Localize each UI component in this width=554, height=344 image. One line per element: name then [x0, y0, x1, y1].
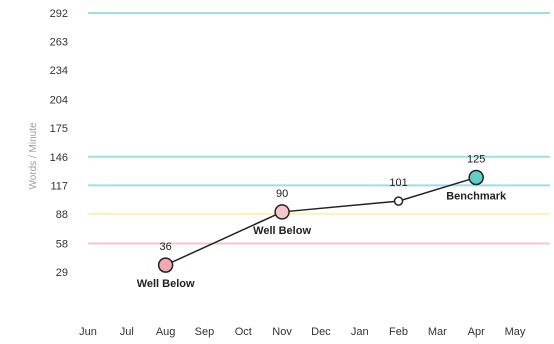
point-annotation: Benchmark	[446, 190, 507, 202]
x-tick-label: Apr	[468, 326, 485, 338]
x-tick-label: Nov	[272, 326, 292, 338]
x-tick-label: Sep	[195, 326, 215, 338]
series-line	[165, 176, 477, 266]
x-tick-label: Jan	[351, 326, 369, 338]
data-point	[468, 169, 484, 186]
data-label: 90	[276, 188, 288, 200]
data-point	[157, 257, 174, 273]
data-points: 36 Well Below 90 Well Below 101 125 Benchmark	[137, 153, 507, 290]
x-axis: Jun Jul Aug Sep Oct Nov Dec Jan Feb Mar Apr May	[79, 326, 526, 338]
data-point	[393, 196, 404, 206]
reference-bands	[88, 12, 550, 245]
x-tick-label: May	[505, 326, 526, 338]
y-tick-label: 117	[50, 180, 68, 192]
x-tick-label: Feb	[389, 326, 408, 338]
y-tick-label: 58	[56, 238, 68, 250]
y-tick-label: 263	[50, 37, 68, 49]
data-label: 125	[467, 153, 485, 165]
y-tick-label: 146	[50, 152, 68, 164]
y-tick-label: 88	[56, 209, 68, 221]
y-tick-label: 204	[50, 95, 68, 107]
data-label: 101	[389, 177, 407, 189]
x-tick-label: Aug	[156, 326, 176, 338]
x-tick-label: Jul	[120, 326, 134, 338]
y-axis-label: Words / Minute	[28, 122, 39, 189]
x-tick-label: Jun	[79, 326, 97, 338]
y-tick-label: 29	[56, 267, 68, 279]
y-tick-label: 175	[50, 123, 68, 135]
y-axis: 29 58 88 117 146 175 204 234 263 292	[50, 8, 68, 279]
data-label: 36	[160, 241, 172, 253]
x-tick-label: Oct	[235, 326, 252, 338]
x-tick-label: Dec	[311, 326, 331, 338]
y-tick-label: 292	[50, 8, 68, 20]
y-tick-label: 234	[50, 65, 68, 77]
point-annotation: Well Below	[253, 225, 311, 237]
point-annotation: Well Below	[137, 278, 195, 290]
x-tick-label: Mar	[428, 326, 447, 338]
data-point	[274, 204, 290, 220]
series-polyline	[165, 176, 477, 266]
